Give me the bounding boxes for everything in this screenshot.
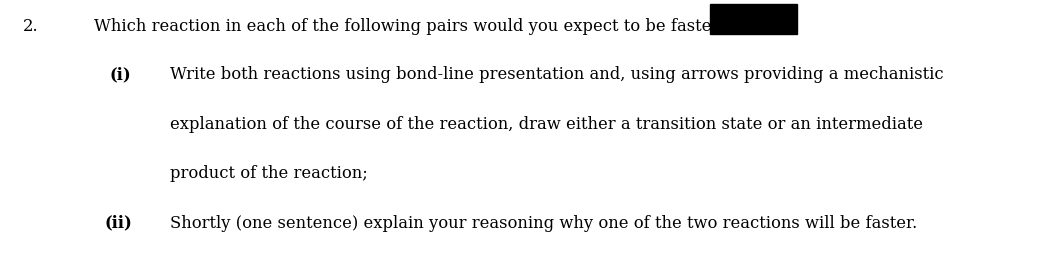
Text: (i): (i)	[110, 66, 132, 83]
Text: (ii): (ii)	[104, 214, 133, 231]
Text: explanation of the course of the reaction, draw either a transition state or an : explanation of the course of the reactio…	[170, 116, 923, 133]
Text: Which reaction in each of the following pairs would you expect to be faster?: Which reaction in each of the following …	[94, 18, 728, 35]
FancyBboxPatch shape	[710, 4, 797, 34]
Text: Shortly (one sentence) explain your reasoning why one of the two reactions will : Shortly (one sentence) explain your reas…	[170, 214, 918, 231]
Text: Write both reactions using bond-line presentation and, using arrows providing a : Write both reactions using bond-line pre…	[170, 66, 944, 83]
Text: product of the reaction;: product of the reaction;	[170, 165, 367, 182]
Text: 2.: 2.	[23, 18, 39, 35]
